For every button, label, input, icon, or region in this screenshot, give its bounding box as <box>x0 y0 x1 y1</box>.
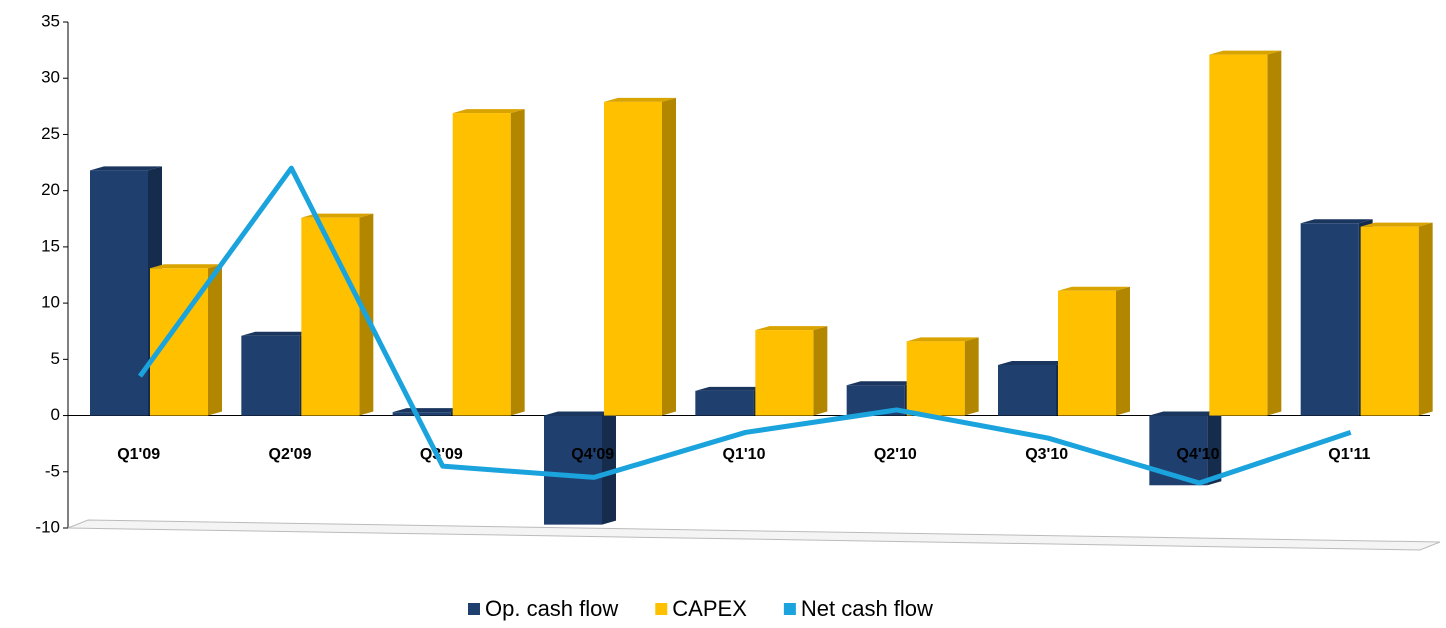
y-tick-label: -5 <box>45 461 60 480</box>
x-tick-label: Q2'10 <box>874 446 917 463</box>
bar-top <box>1209 50 1282 55</box>
floor <box>67 519 1441 551</box>
bar-top <box>846 381 919 386</box>
bar-top <box>695 386 768 391</box>
bar-top <box>755 326 828 331</box>
bar-side <box>1207 411 1222 486</box>
y-tick-label: 5 <box>51 349 60 368</box>
bar-side <box>964 337 979 416</box>
x-tick-label: Q3'10 <box>1025 446 1068 463</box>
bar <box>1209 54 1268 416</box>
y-tick-label: 20 <box>41 180 60 199</box>
y-tick-label: 10 <box>41 293 60 312</box>
bar <box>906 341 965 416</box>
bar-side <box>510 109 525 416</box>
bar <box>604 101 662 416</box>
bar-top <box>392 408 465 413</box>
legend-label: CAPEX <box>672 596 747 621</box>
bar-top <box>998 360 1070 365</box>
bar-top <box>906 337 979 342</box>
bar-side <box>1418 222 1433 416</box>
x-tick-label: Q4'09 <box>571 446 614 463</box>
y-tick-label: 30 <box>41 68 60 87</box>
bar <box>1149 415 1208 486</box>
x-tick-label: Q1'09 <box>117 446 160 463</box>
bar-top <box>301 213 374 218</box>
y-tick-label: -10 <box>35 517 60 536</box>
bar-side <box>813 326 828 416</box>
bar <box>544 415 602 525</box>
bar-side <box>1267 50 1282 416</box>
bar-top <box>1058 286 1130 291</box>
y-tick-label: 15 <box>41 236 60 255</box>
bar <box>1300 223 1359 416</box>
y-tick-label: 0 <box>51 405 60 424</box>
bar-side <box>602 411 616 525</box>
x-tick-label: Q3'09 <box>420 446 463 463</box>
bar <box>1360 226 1419 416</box>
bar <box>241 335 300 416</box>
line <box>137 165 1352 486</box>
y-tick-label: 35 <box>41 11 60 30</box>
x-tick-label: Q1'11 <box>1328 446 1370 463</box>
legend-label: Net cash flow <box>801 596 933 621</box>
bar-top <box>150 264 222 269</box>
bar-side <box>1116 286 1130 416</box>
bar <box>998 364 1056 416</box>
bar-top <box>90 166 162 171</box>
bar-top <box>1149 411 1222 416</box>
bar-top <box>604 97 676 102</box>
bar <box>90 170 148 416</box>
bar <box>150 268 208 416</box>
bar <box>452 113 511 416</box>
x-tick-label: Q4'10 <box>1177 446 1220 463</box>
bar-side <box>208 264 222 416</box>
legend-swatch <box>655 603 668 615</box>
bar <box>1058 290 1116 416</box>
bar-top <box>1360 222 1433 227</box>
x-tick-label: Q1'10 <box>723 446 766 463</box>
bar-top <box>544 411 616 416</box>
bar <box>301 217 360 416</box>
bar <box>392 412 451 416</box>
legend-label: Op. cash flow <box>485 596 618 621</box>
x-tick-label: Q2'09 <box>269 446 312 463</box>
bar-top <box>452 109 525 114</box>
bar-top <box>1300 219 1373 224</box>
legend-swatch <box>783 603 796 615</box>
bar <box>695 390 754 416</box>
bar-top <box>241 331 314 336</box>
bar <box>755 330 814 416</box>
y-tick-label: 25 <box>41 124 60 143</box>
legend-swatch <box>468 603 480 615</box>
bar-side <box>662 97 676 416</box>
